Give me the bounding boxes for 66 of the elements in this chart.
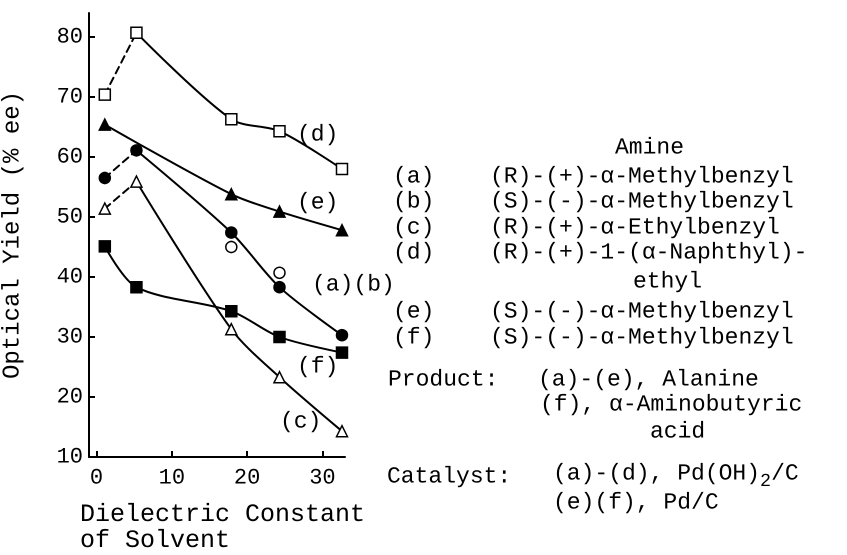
text: (R)-(+)-α-Ethylbenzyl: [490, 214, 780, 240]
text: Catalyst:: [387, 464, 512, 490]
point: [273, 280, 286, 294]
text: (S)-(-)-α-Methylbenzyl: [490, 298, 794, 324]
text: (f): [393, 324, 434, 350]
text: (c): [393, 214, 434, 240]
annotation: (c): [280, 408, 322, 434]
text: (d): [393, 240, 434, 266]
x-tick-label: 0: [90, 466, 104, 490]
point: [273, 266, 286, 280]
text: (R)-(+)-α-Methylbenzyl: [490, 164, 794, 190]
text: (e): [393, 298, 434, 324]
text: (e)(f), Pd/C: [553, 490, 719, 516]
text: (a)-(e), Alanine: [538, 366, 759, 392]
x-tick-label: 10: [158, 466, 186, 490]
x-tick-label: 20: [234, 466, 260, 490]
point: [130, 26, 143, 40]
text: (a)-(d), Pd(OH)$_{2}$/C: [553, 460, 799, 492]
point: [98, 118, 112, 131]
point: [336, 162, 348, 176]
point: [225, 240, 238, 254]
point: [225, 188, 238, 200]
text: (S)-(-)-α-Methylbenzyl: [490, 324, 794, 350]
text: (b): [393, 188, 434, 214]
annotation: (e): [297, 190, 338, 216]
text: (f), α-Aminobutyric: [540, 392, 802, 418]
y-tick-label: 70: [56, 84, 83, 110]
y-tick-label: 20: [56, 384, 83, 410]
point: [98, 202, 112, 215]
point: [273, 124, 286, 138]
y-axis-title: Optical Yield (% ee): [0, 90, 26, 380]
y-tick-label: 60: [56, 144, 83, 170]
point: [336, 346, 348, 359]
point: [130, 280, 143, 294]
annotation: (f): [297, 354, 338, 380]
point: [336, 224, 348, 236]
point: [98, 172, 112, 184]
text: (S)-(-)-α-Methylbenzyl: [490, 188, 794, 214]
point: [336, 424, 348, 438]
annotation: (d): [297, 122, 338, 148]
annotation: (a)(b): [312, 272, 395, 298]
text: Product:: [388, 366, 498, 392]
y-tick-label: 10: [56, 444, 83, 470]
x-axis-title: Dielectric Constant of Solvent: [80, 500, 366, 555]
point: [98, 88, 112, 101]
point: [130, 175, 143, 188]
point: [130, 144, 143, 157]
text: (a): [393, 164, 434, 190]
point: [336, 328, 348, 342]
text: acid: [650, 418, 706, 444]
text: (R)-(+)-1-(α-Naphthyl)-: [490, 240, 808, 266]
y-tick-label: 80: [56, 24, 83, 50]
point: [225, 322, 238, 336]
y-tick-label: 50: [56, 204, 83, 230]
text: ethyl: [633, 268, 702, 294]
point: [225, 226, 238, 239]
y-tick-label: 30: [56, 324, 83, 350]
point: [273, 330, 286, 344]
point: [225, 304, 238, 318]
point: [273, 205, 286, 218]
text: Amine: [615, 134, 684, 160]
point: [225, 112, 238, 126]
point: [273, 370, 286, 384]
x-tick-label: 30: [309, 466, 336, 490]
point: [98, 240, 112, 253]
y-tick-label: 40: [56, 264, 83, 290]
